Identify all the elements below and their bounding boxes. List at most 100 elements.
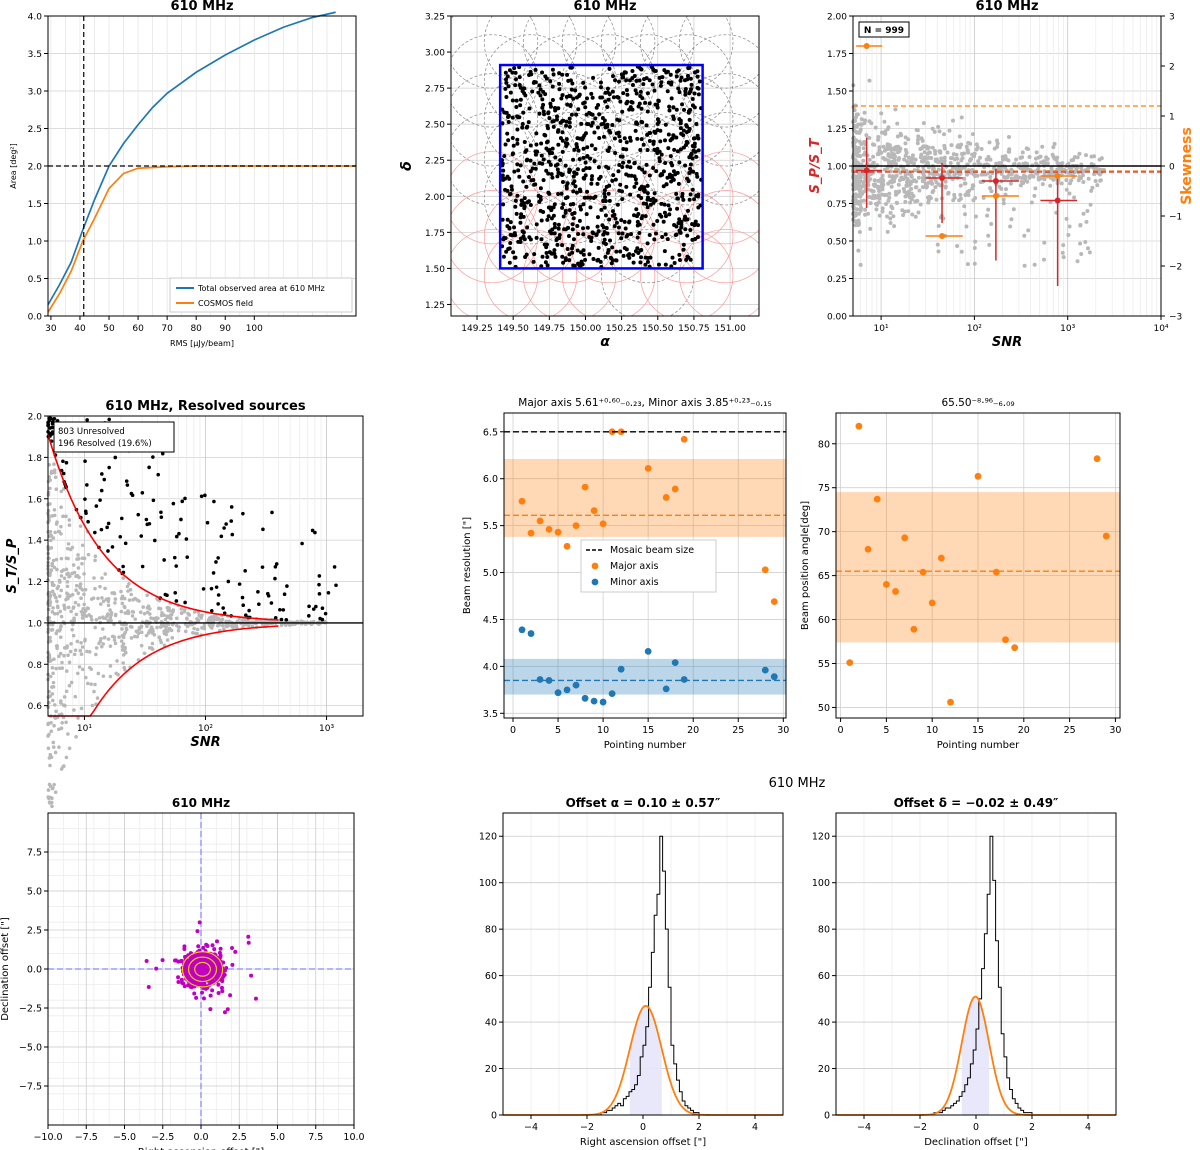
source-point [903,199,908,204]
source-point [971,172,976,177]
source-point [506,84,511,89]
x-tick-label: 2 [696,1122,702,1133]
x-tick-label: 150.00 [570,324,602,334]
source-point [895,121,900,126]
source-point [648,202,653,207]
source-point [659,152,664,157]
resolved-point [121,564,125,569]
offset-point [225,1007,230,1012]
source-point [697,79,702,84]
source-point [912,161,917,166]
unresolved-point [80,561,84,566]
unresolved-point [70,627,74,632]
source-point [605,105,610,110]
source-point [514,98,519,103]
source-point [646,195,651,200]
unresolved-point [75,671,80,676]
source-point [638,89,643,94]
resolved-point [147,465,151,470]
source-point [906,209,911,214]
resolved-point [184,537,189,541]
unresolved-point [76,716,80,720]
resolved-point [61,459,65,464]
unresolved-point [122,665,127,670]
source-point [560,254,565,259]
source-point [887,173,892,178]
source-point [887,191,892,196]
source-point [686,255,691,260]
y2-tick-label: 1 [1169,113,1175,123]
source-point [867,119,872,124]
resolved-point [174,599,179,603]
unresolved-point [64,514,68,519]
source-point [617,188,622,193]
source-point [926,198,931,203]
source-point [916,134,921,139]
source-point [1059,181,1064,186]
unresolved-point [96,671,101,676]
unresolved-point [158,625,163,629]
data-series-line-2 [47,165,356,313]
source-point [904,180,909,185]
source-point [692,105,697,110]
source-point [675,149,680,154]
y-tick-label: 80 [818,925,830,936]
unresolved-point [61,514,65,519]
unresolved-point [108,664,113,668]
source-point [942,155,947,160]
source-point [579,121,584,126]
unresolved-point [64,755,69,760]
offset-point [246,934,251,939]
source-point [564,137,569,142]
source-points [499,64,704,269]
source-point [595,258,600,263]
source-point [522,91,527,96]
y-tick-label: 1.5 [28,200,42,210]
unresolved-point [46,795,51,799]
y-tick-label: 60 [485,971,497,982]
source-point [858,208,863,213]
offset-point [182,944,187,949]
unresolved-point [52,471,57,475]
source-point [681,128,686,133]
x-tick-label: −4 [524,1122,538,1133]
sigma-region [629,1005,662,1115]
y-tick-label: 55 [818,659,830,670]
unresolved-point [56,529,61,534]
source-point [561,214,566,219]
unresolved-point [48,538,53,543]
resolved-point [83,497,87,501]
source-point [902,157,907,162]
source-point [986,154,991,159]
source-point [564,186,569,191]
unresolved-point [73,648,78,653]
source-point [505,115,510,120]
source-point [858,154,863,159]
source-point [539,237,544,242]
offset-point [230,945,235,950]
source-point [1045,162,1050,167]
unresolved-point [49,729,54,734]
resolved-point [163,592,168,597]
source-point [966,193,971,198]
source-point [574,112,579,117]
resolved-point [313,530,317,535]
source-point [522,206,527,211]
y-tick-label: 50 [818,703,830,714]
source-point [970,183,975,188]
source-point [566,234,571,239]
unresolved-point [50,561,55,566]
unresolved-point [141,605,145,609]
source-point [603,90,608,95]
source-point [987,242,992,247]
x-axis-label: Right ascension offset ["] [138,1147,264,1150]
unresolved-point [52,782,56,787]
unresolved-point [52,513,57,518]
source-point [910,156,915,161]
source-point [973,214,978,219]
x-tick-label: 0 [838,725,844,736]
source-point [880,209,885,214]
unresolved-point [89,667,94,671]
y-axis-label: S_T/S_P [5,538,20,593]
source-point [672,261,677,266]
